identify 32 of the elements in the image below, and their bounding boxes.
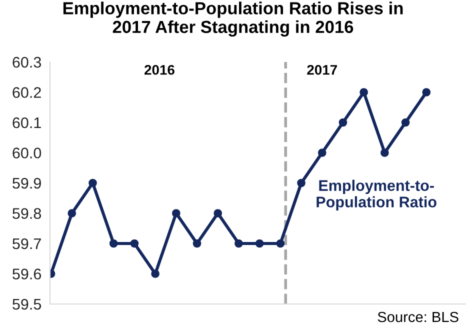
point <box>297 178 306 188</box>
point <box>130 239 139 248</box>
point <box>172 209 180 218</box>
y-tick-label: 60.1 <box>12 117 41 128</box>
y-tick-label: 59.6 <box>12 268 41 280</box>
y-tick-label: 60.3 <box>12 56 41 68</box>
point <box>422 88 431 96</box>
point <box>88 178 97 188</box>
point <box>109 239 118 248</box>
y-tick-label: 59.8 <box>12 208 42 219</box>
y-tick-label: 59.9 <box>12 178 41 189</box>
point <box>401 118 410 127</box>
point <box>214 209 222 218</box>
series-label: Employment-to- Population Ratio <box>316 180 436 210</box>
point <box>380 148 389 157</box>
point <box>192 239 202 248</box>
annotation: 2016 <box>144 64 174 75</box>
chart-title: Employment-to-Population Ratio Rises in 2017 After Stagnating in 2016 <box>63 2 403 37</box>
y-tick-label: 59.7 <box>12 238 41 250</box>
source-note: Source: BLS <box>378 312 458 322</box>
point <box>338 118 348 127</box>
y-tick-label: 59.5 <box>12 298 42 310</box>
point <box>318 148 326 157</box>
y-tick-label: 60.2 <box>12 87 41 98</box>
y-tick-label: 60.0 <box>12 148 42 158</box>
annotation: 2017 <box>307 64 337 75</box>
point <box>360 88 368 96</box>
point <box>255 239 264 248</box>
point <box>276 239 285 248</box>
point <box>234 239 243 248</box>
point <box>151 270 160 278</box>
point <box>68 209 76 218</box>
